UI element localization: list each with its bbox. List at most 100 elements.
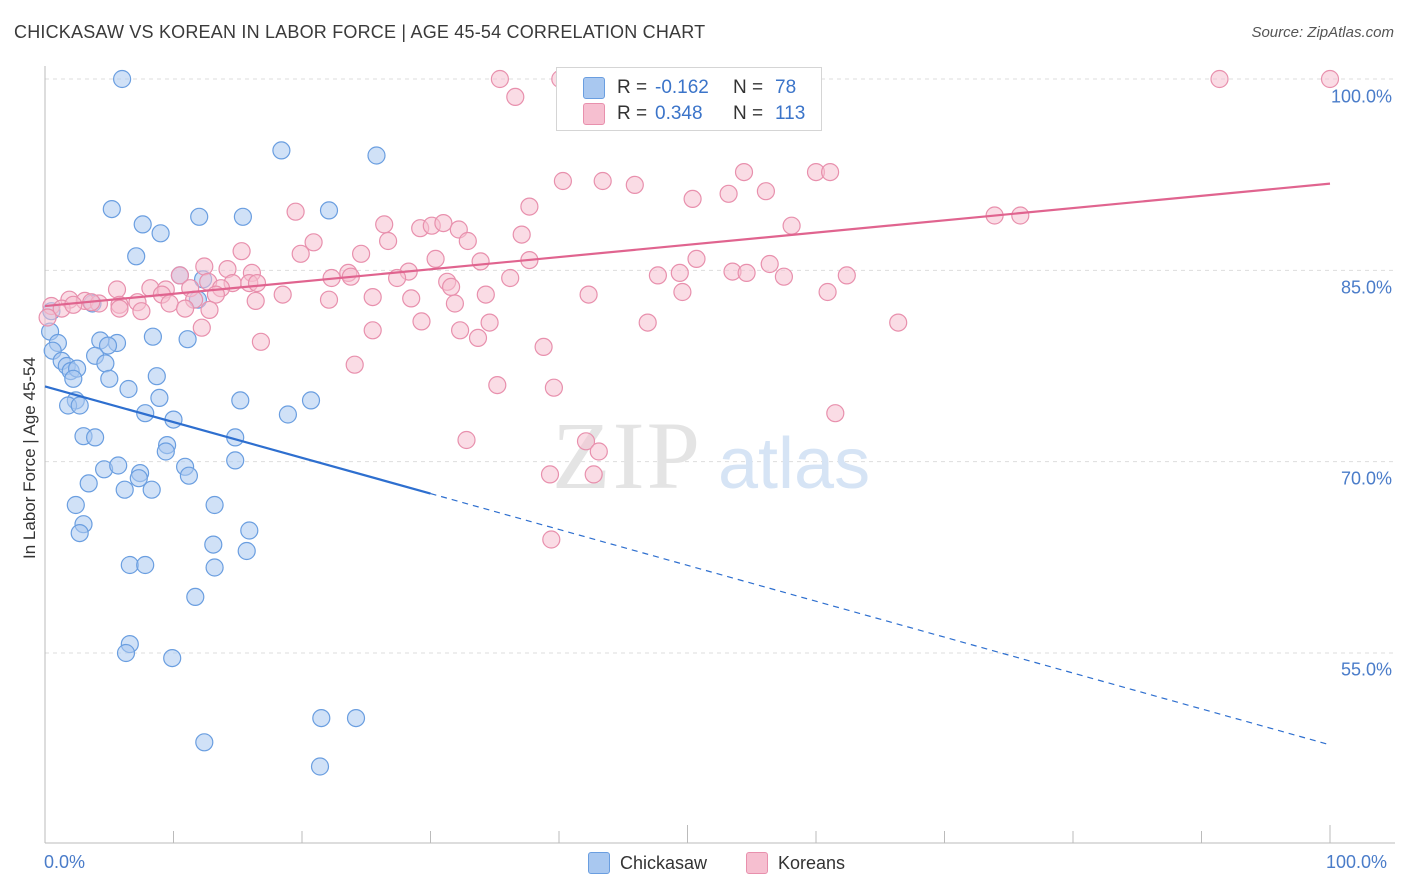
koreans-point — [286, 202, 305, 221]
koreans-point — [1210, 69, 1229, 89]
koreans-point — [544, 378, 564, 397]
koreans-point — [195, 257, 214, 276]
koreans-point — [352, 244, 371, 263]
koreans-point — [176, 299, 195, 318]
koreans-point — [160, 294, 179, 313]
koreans-point — [534, 337, 553, 356]
chickasaw-trend-line — [44, 385, 431, 495]
koreans-swatch — [583, 103, 605, 125]
koreans-point — [540, 465, 560, 484]
koreans-point — [192, 318, 211, 337]
chickasaw-point — [301, 391, 321, 410]
n-label: N = — [733, 103, 764, 124]
chickasaw-point — [133, 215, 152, 234]
koreans-point — [734, 163, 754, 182]
chickasaw-point — [119, 379, 138, 399]
koreans-point — [589, 442, 608, 461]
koreans-point — [889, 313, 908, 332]
chickasaw-point — [205, 495, 224, 515]
chickasaw-point — [233, 207, 252, 226]
koreans-point — [512, 225, 531, 244]
legend-row-koreans: R = 0.348 N = 113 — [557, 100, 805, 128]
chickasaw-point — [115, 480, 134, 499]
chart-title: CHICKASAW VS KOREAN IN LABOR FORCE | AGE… — [14, 22, 706, 42]
chickasaw-point — [142, 480, 161, 499]
chickasaw-point — [64, 369, 83, 388]
koreans-point — [304, 233, 323, 252]
koreans-point — [457, 430, 476, 450]
koreans-point — [670, 263, 689, 282]
chickasaw-point — [204, 535, 223, 554]
koreans-point — [458, 231, 477, 251]
chickasaw-point — [102, 200, 121, 219]
chickasaw-swatch — [583, 77, 605, 99]
chickasaw-point — [66, 495, 85, 515]
chickasaw-point — [156, 442, 175, 461]
koreans-point — [1011, 206, 1030, 225]
x-tick-max: 100.0% — [1326, 852, 1388, 872]
chickasaw-point — [312, 708, 331, 728]
chickasaw-point — [143, 327, 162, 346]
grid-lines — [45, 78, 1395, 654]
koreans-point — [576, 432, 596, 451]
chickasaw-point — [226, 451, 245, 470]
koreans-point — [402, 289, 421, 308]
koreans-point — [319, 290, 339, 309]
koreans-point — [687, 249, 706, 268]
chickasaw-point — [319, 201, 339, 220]
r-label: R = — [617, 77, 648, 98]
koreans-point — [379, 231, 398, 251]
koreans-point — [375, 215, 394, 234]
koreans-point — [345, 355, 364, 374]
koreans-point — [774, 267, 794, 286]
koreans-point — [837, 266, 856, 285]
chickasaw-point — [163, 648, 182, 668]
chickasaw-point — [96, 354, 115, 373]
koreans-point — [553, 171, 573, 191]
chickasaw-point — [70, 396, 89, 415]
koreans-trend-line — [44, 182, 1331, 308]
koreans-point — [782, 216, 801, 235]
koreans-point — [434, 214, 453, 233]
legend-row-chickasaw: R = -0.162 N = 78 — [557, 74, 796, 102]
stats-legend: R = -0.162 N = 78 R = 0.348 N = 113 — [556, 67, 822, 131]
koreans-point — [488, 376, 507, 395]
koreans-point — [107, 280, 127, 299]
koreans-point — [756, 182, 776, 201]
chickasaw-point — [195, 733, 214, 752]
koreans-point — [200, 300, 219, 319]
koreans-point — [760, 254, 779, 274]
koreans-point — [247, 274, 267, 293]
koreans-point — [273, 285, 292, 304]
koreans-point — [542, 530, 561, 549]
koreans-point — [638, 313, 657, 332]
koreans-point — [490, 69, 509, 89]
watermark-atlas: atlas — [718, 424, 870, 504]
n-label: N = — [733, 77, 764, 98]
koreans-point — [38, 308, 57, 327]
y-tick-85: 85.0% — [1340, 277, 1392, 298]
chickasaw-point — [127, 247, 146, 266]
chickasaw-point — [179, 466, 198, 485]
koreans-point — [579, 285, 598, 304]
koreans-point — [476, 285, 495, 304]
koreans-point — [683, 189, 702, 208]
chickasaw-point — [178, 330, 197, 349]
koreans-point — [442, 277, 461, 296]
r-label: R = — [617, 103, 648, 124]
chickasaw-point — [186, 587, 205, 607]
koreans-point — [520, 197, 539, 216]
chickasaw-point — [231, 391, 250, 410]
koreans-point — [818, 282, 837, 302]
n-value: 113 — [775, 103, 806, 124]
source-credit: Source: ZipAtlas.com — [1251, 24, 1394, 41]
chickasaw-point — [85, 428, 105, 447]
koreans-point — [719, 184, 738, 203]
koreans-point — [246, 291, 265, 310]
chickasaw-point — [147, 367, 166, 386]
koreans-legend-label: Koreans — [778, 852, 846, 873]
chickasaw-point — [136, 555, 155, 575]
koreans-point — [648, 266, 668, 285]
koreans-point — [1320, 69, 1340, 89]
